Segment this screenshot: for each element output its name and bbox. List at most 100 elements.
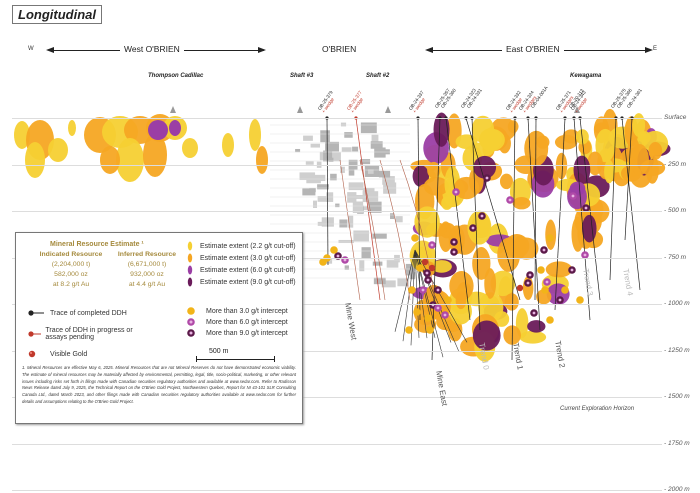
- historic-workings: [330, 173, 337, 181]
- intercept-dot: [546, 234, 554, 242]
- indicated-label: Indicated Resource: [39, 251, 103, 258]
- drill-hole-trace: [621, 117, 641, 291]
- resource-extent: [472, 247, 491, 280]
- depth-gridline: [12, 164, 662, 166]
- zone-west-obrien: West O'BRIEN: [120, 44, 184, 54]
- historic-workings: [344, 265, 349, 270]
- intercept-dot: [411, 234, 419, 242]
- indicated-ounces: 582,000 oz: [54, 271, 88, 278]
- extent-swatch-icon: [187, 253, 193, 263]
- historic-workings: [348, 182, 364, 191]
- intercept-dot-core: [508, 198, 512, 202]
- resource-extent: [431, 260, 452, 273]
- historic-workings: [373, 277, 386, 285]
- resource-extent: [545, 261, 573, 278]
- section-title: Longitudinal: [12, 5, 102, 24]
- headframe-icon: [297, 106, 303, 113]
- legend-intercept: More than 6.0 g/t intercept: [186, 317, 288, 327]
- resource-extent: [504, 293, 519, 311]
- resource-extent: [554, 134, 578, 150]
- resource-extent: [441, 196, 453, 210]
- historic-workings: [325, 141, 339, 152]
- drill-hole-trace-pending: [379, 159, 411, 301]
- visible-gold-icon: [28, 350, 36, 358]
- intercept-dot-core: [485, 176, 489, 180]
- resource-extent: [414, 206, 440, 238]
- legend-intercept: More than 3.0 g/t intercept: [186, 306, 288, 316]
- drill-hole-trace: [511, 117, 516, 361]
- intercept-dot-core: [583, 253, 587, 257]
- historic-workings: [338, 239, 354, 244]
- depth-label: Surface: [664, 114, 687, 121]
- intercept-dot: [541, 286, 549, 294]
- intercept-dot: [537, 266, 545, 274]
- drill-hole-trace: [326, 117, 329, 266]
- historic-workings: [386, 259, 399, 268]
- zone-obrien: O'BRIEN: [318, 44, 361, 54]
- depth-gridline: [12, 257, 662, 259]
- historic-workings: [330, 152, 341, 162]
- drill-hole-trace: [579, 117, 601, 301]
- intercept-dot: [416, 264, 424, 272]
- in-progress-ddh-label: Trace of DDH in progress or assays pendi…: [45, 327, 133, 341]
- arrow-right-icon: [258, 47, 266, 53]
- depth-gridline: [12, 211, 662, 212]
- historic-workings: [382, 176, 395, 185]
- historic-workings: [295, 148, 301, 153]
- resource-extent: [497, 237, 521, 272]
- intercept-dot-core: [471, 226, 475, 230]
- resource-extent: [449, 271, 474, 301]
- depth-gridline: [12, 443, 662, 445]
- resource-extent-6g: [148, 120, 168, 140]
- drill-hole-trace: [355, 117, 381, 301]
- resource-extent: [507, 120, 519, 134]
- depth-label: - 750 m: [664, 253, 687, 261]
- intercept-dot: [561, 286, 569, 294]
- resource-extent: [48, 138, 68, 162]
- resource-extent: [427, 161, 441, 179]
- resource-extent: [467, 210, 492, 245]
- intercept-dot-core: [454, 190, 458, 194]
- legend-in-progress-ddh: Trace of DDH in progress or assays pendi…: [28, 327, 148, 341]
- intercept-dot: [424, 314, 432, 322]
- resource-extent: [569, 181, 586, 196]
- in-progress-ddh-icon: [28, 331, 42, 337]
- drill-hole-trace: [471, 117, 481, 331]
- historic-workings: [335, 203, 340, 208]
- scale-bar-tick-right: [274, 356, 275, 362]
- place-shaft-2: Shaft #2: [366, 73, 390, 79]
- scale-bar: [196, 359, 274, 360]
- resource-extent: [499, 173, 513, 190]
- resource-extent: [512, 197, 531, 210]
- intercept-dot-core: [526, 281, 530, 285]
- intercept-dot: [330, 246, 338, 254]
- headframe-icon: [170, 106, 176, 113]
- intercept-dot-core: [452, 240, 456, 244]
- resource-extent: [493, 311, 510, 327]
- exploration-horizon-label: Current Exploration Horizon: [560, 406, 635, 412]
- historic-workings: [299, 172, 316, 181]
- intercept-dot-core: [421, 288, 425, 292]
- depth-gridline: [12, 118, 662, 119]
- depth-label: - 1250 m: [664, 346, 690, 354]
- drill-hole-trace: [624, 117, 633, 241]
- historic-workings: [359, 260, 365, 272]
- historic-workings: [367, 169, 374, 174]
- historic-workings: [310, 143, 320, 148]
- historic-workings: [306, 179, 321, 184]
- intercept-dot-core: [425, 271, 429, 275]
- intercept-dot-core: [452, 250, 456, 254]
- resource-extent: [648, 141, 663, 160]
- resource-extent: [465, 291, 489, 307]
- resource-extent: [640, 159, 666, 176]
- intercept-dot-icon: [187, 329, 195, 337]
- depth-label: - 1750 m: [664, 439, 690, 447]
- historic-workings: [360, 122, 377, 134]
- resource-extent: [555, 152, 568, 180]
- west-label: W: [28, 46, 34, 52]
- intercept-dot: [426, 326, 434, 334]
- historic-workings: [397, 278, 409, 287]
- resource-extent: [595, 128, 616, 163]
- historic-workings: [371, 134, 379, 146]
- drill-hole-trace-pending: [359, 159, 386, 301]
